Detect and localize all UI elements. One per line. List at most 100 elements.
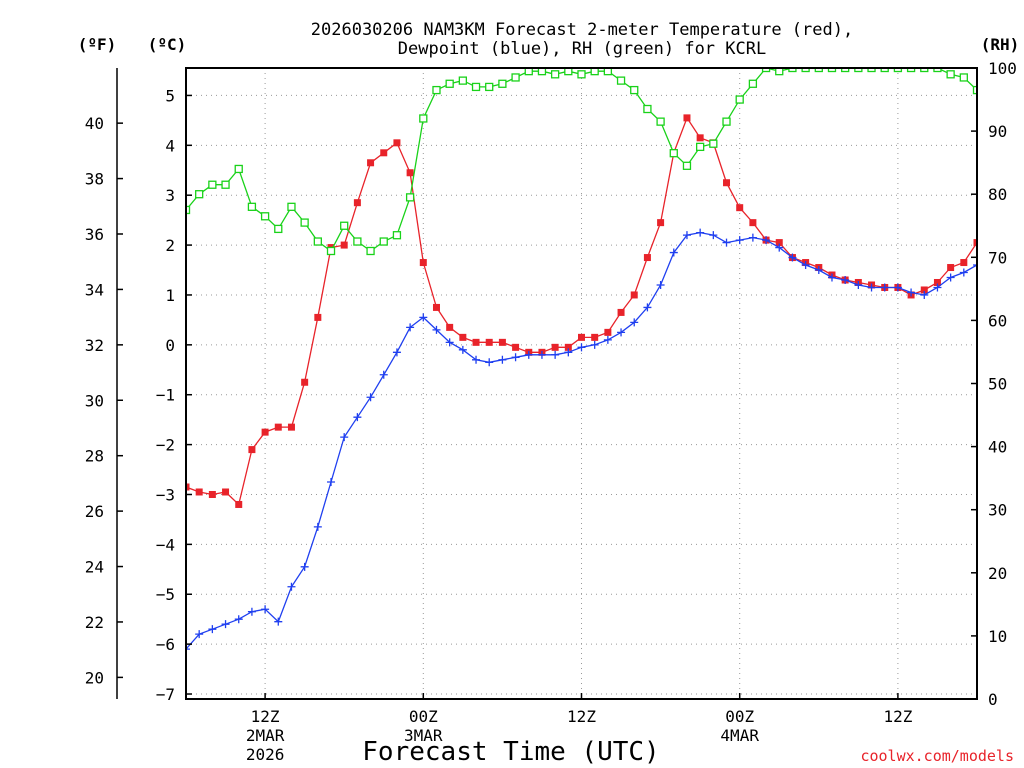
fahrenheit-tick-label: 20 [85,668,104,687]
celsius-tick-label: 3 [165,186,175,205]
fahrenheit-tick-label: 24 [85,558,104,577]
data-point [550,70,560,79]
x-axis-label: Forecast Time (UTC) [362,737,659,767]
series-rh [186,68,977,256]
x-day-label: 2MAR [246,726,285,745]
data-point [656,117,665,126]
fahrenheit-tick-label: 38 [85,170,104,189]
data-point [577,70,586,79]
data-point [208,625,217,634]
data-point [920,290,929,299]
rh-tick-label: 60 [988,311,1007,330]
data-point [603,68,613,76]
x-tick-label: 00Z [725,707,754,726]
rh-tick-label: 50 [988,375,1007,394]
data-point [366,393,375,402]
data-point [287,582,296,591]
data-point [511,353,520,362]
data-point [920,286,928,294]
data-point [616,76,626,85]
rh-tick-label: 70 [988,248,1007,267]
x-tick-label: 00Z [409,707,438,726]
fahrenheit-tick-label: 30 [85,391,104,410]
data-point [933,283,942,292]
data-point [235,500,243,508]
data-point [946,70,955,79]
data-point [432,325,441,334]
data-point [590,68,599,76]
x-tick-label: 12Z [251,707,280,726]
data-point [471,82,481,92]
data-point [340,221,349,230]
data-point [524,350,533,359]
data-point [907,288,916,297]
celsius-tick-label: 1 [165,286,175,305]
fahrenheit-tick-label: 26 [85,502,104,521]
celsius-tick-label: −7 [156,685,175,704]
fahrenheit-tick-label: 34 [85,280,104,299]
data-point [392,348,401,357]
rh-tick-label: 20 [988,564,1007,583]
data-point [788,68,797,73]
data-point [762,236,771,245]
data-point [722,238,731,247]
rh-tick-label: 30 [988,501,1007,520]
data-point [419,114,428,123]
data-point [301,378,309,386]
data-point [643,104,652,114]
data-point [841,275,850,284]
celsius-tick-label: −4 [156,535,175,554]
data-point [393,139,401,147]
celsius-tick-label: −3 [156,485,175,504]
data-point [498,338,506,346]
data-point [722,117,731,126]
data-point [761,68,771,73]
data-point [392,231,402,240]
fahrenheit-unit-label: (ºF) [78,35,117,54]
data-point [801,68,810,73]
data-point [827,68,837,73]
data-point [854,280,863,289]
data-point [195,630,204,639]
fahrenheit-tick-label: 22 [85,613,104,632]
fahrenheit-tick-label: 36 [85,225,104,244]
data-point [748,79,758,88]
celsius-unit-label: (ºC) [148,35,187,54]
celsius-tick-label: 4 [165,136,175,155]
x-tick-label: 12Z [883,707,912,726]
data-point [432,303,440,311]
data-point [432,85,441,95]
data-point [221,180,230,189]
data-point [801,261,810,270]
data-point [313,522,322,531]
data-point [261,428,269,436]
data-point [260,212,270,221]
chart-title-line2: Dewpoint (blue), RH (green) for KCRL [398,39,766,59]
data-point [696,134,704,142]
data-point [485,82,494,92]
data-point [366,246,375,256]
data-point [537,350,546,359]
data-point [960,259,968,267]
data-point [326,246,336,256]
data-point [458,345,467,354]
data-point [630,291,638,299]
data-point [590,340,599,349]
rh-tick-label: 90 [988,122,1007,141]
data-point [234,615,243,624]
data-point [775,243,784,252]
data-point [709,231,718,240]
fahrenheit-tick-label: 40 [85,114,104,133]
data-point [524,68,533,76]
data-point [933,68,942,73]
data-point [682,231,691,240]
x-day-label: 4MAR [720,726,759,745]
rh-tick-label: 40 [988,438,1007,457]
data-point [973,239,977,247]
data-point [353,199,361,207]
data-point [261,605,270,614]
series-line [186,116,977,506]
data-point [379,370,388,379]
